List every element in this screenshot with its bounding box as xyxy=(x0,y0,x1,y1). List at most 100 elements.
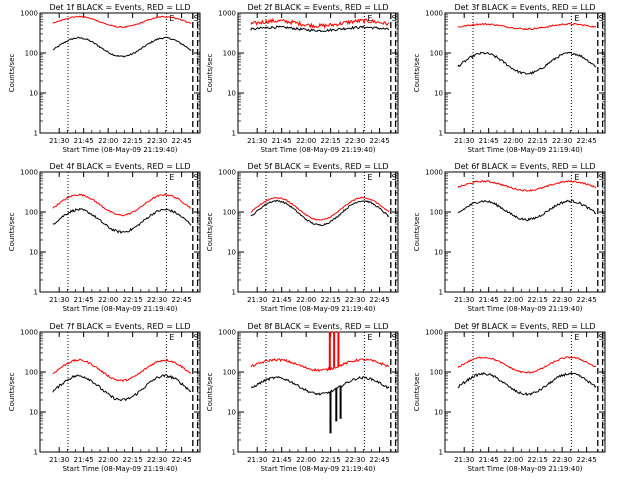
x-tick-label: 21:30 xyxy=(247,296,267,304)
y-tick-label: 10 xyxy=(227,409,236,417)
x-tick-label: 22:00 xyxy=(503,296,523,304)
x-axis-label: Start Time (08-May-09 21:19:40) xyxy=(260,305,375,313)
x-tick-label: 22:45 xyxy=(577,456,597,464)
x-tick-label: 22:15 xyxy=(528,137,548,145)
x-tick-label: 22:30 xyxy=(345,456,365,464)
y-tick-label: 100 xyxy=(25,369,38,377)
panel-title: Det 1f BLACK = Events, RED = LLD xyxy=(49,3,190,12)
series-events xyxy=(52,374,192,402)
x-tick-label: 22:30 xyxy=(147,296,167,304)
x-tick-label: 21:30 xyxy=(454,456,474,464)
flag-s: S xyxy=(194,173,199,182)
y-tick-label: 10 xyxy=(29,90,38,98)
plot-frame xyxy=(39,12,201,134)
x-axis-label: Start Time (08-May-09 21:19:40) xyxy=(260,465,375,473)
x-tick-label: 22:00 xyxy=(296,137,316,145)
x-tick-label: 21:45 xyxy=(479,137,499,145)
y-axis-label: Counts/sec xyxy=(413,54,421,93)
panel-title: Det 8f BLACK = Events, RED = LLD xyxy=(247,322,388,331)
flag-e: E xyxy=(169,14,174,23)
x-axis-label: Start Time (08-May-09 21:19:40) xyxy=(467,465,582,473)
x-tick-label: 21:30 xyxy=(247,456,267,464)
y-tick-label: 10 xyxy=(434,90,443,98)
flag-e: E xyxy=(367,14,372,23)
panel-det-2: Det 2f BLACK = Events, RED = LLD 1 10 100 10… xyxy=(206,3,399,154)
x-axis-label: Start Time (08-May-09 21:19:40) xyxy=(467,305,582,313)
x-tick-label: 22:45 xyxy=(370,456,390,464)
y-tick-label: 1000 xyxy=(20,169,38,177)
series-lld xyxy=(250,331,390,373)
x-tick-label: 22:30 xyxy=(552,296,572,304)
y-tick-label: 1000 xyxy=(218,329,236,337)
plot-frame xyxy=(39,171,201,293)
y-tick-label: 10 xyxy=(29,249,38,257)
flag-s: S xyxy=(194,333,199,342)
y-tick-label: 1 xyxy=(34,289,38,297)
x-tick-label: 22:15 xyxy=(321,296,341,304)
flag-e: E xyxy=(574,333,579,342)
y-tick-label: 1 xyxy=(439,449,443,457)
series-events xyxy=(250,375,390,434)
x-axis-label: Start Time (08-May-09 21:19:40) xyxy=(467,146,582,154)
x-tick-label: 22:30 xyxy=(147,137,167,145)
x-tick-label: 21:45 xyxy=(272,296,292,304)
flag-s: S xyxy=(599,14,604,23)
y-tick-label: 1 xyxy=(34,130,38,138)
flag-e: E xyxy=(169,173,174,182)
y-axis-label: Counts/sec xyxy=(206,373,214,412)
x-tick-label: 22:45 xyxy=(577,137,597,145)
x-tick-label: 22:15 xyxy=(528,456,548,464)
plot-frame xyxy=(237,331,399,453)
panel-title: Det 5f BLACK = Events, RED = LLD xyxy=(247,162,388,171)
plot-frame xyxy=(237,12,399,134)
y-tick-label: 10 xyxy=(29,409,38,417)
x-tick-label: 22:45 xyxy=(370,296,390,304)
x-tick-label: 21:45 xyxy=(272,456,292,464)
series-lld xyxy=(457,356,597,374)
y-axis-label: Counts/sec xyxy=(206,213,214,252)
y-tick-label: 1000 xyxy=(20,329,38,337)
y-tick-label: 100 xyxy=(430,50,443,58)
x-tick-label: 21:45 xyxy=(272,137,292,145)
panel-det-8: Det 8f BLACK = Events, RED = LLD 1 10 100 10… xyxy=(206,322,399,473)
y-axis-label: Counts/sec xyxy=(8,373,16,412)
x-tick-label: 22:00 xyxy=(503,456,523,464)
x-tick-label: 22:00 xyxy=(98,456,118,464)
x-tick-label: 21:30 xyxy=(49,456,69,464)
x-tick-label: 22:30 xyxy=(345,296,365,304)
y-tick-label: 1000 xyxy=(425,169,443,177)
flag-e: E xyxy=(574,173,579,182)
x-tick-label: 21:45 xyxy=(74,296,94,304)
flag-s: S xyxy=(392,333,397,342)
x-tick-label: 22:15 xyxy=(321,137,341,145)
panel-title: Det 3f BLACK = Events, RED = LLD xyxy=(454,3,595,12)
x-tick-label: 22:15 xyxy=(321,456,341,464)
y-tick-label: 1000 xyxy=(425,329,443,337)
x-tick-label: 21:30 xyxy=(247,137,267,145)
x-tick-label: 22:30 xyxy=(147,456,167,464)
panel-title: Det 6f BLACK = Events, RED = LLD xyxy=(454,162,595,171)
x-tick-label: 22:30 xyxy=(345,137,365,145)
x-tick-label: 21:45 xyxy=(479,296,499,304)
y-tick-label: 100 xyxy=(25,50,38,58)
x-tick-label: 22:15 xyxy=(123,456,143,464)
panel-det-5: Det 5f BLACK = Events, RED = LLD 1 10 100 10… xyxy=(206,162,399,313)
x-tick-label: 22:30 xyxy=(552,137,572,145)
x-tick-label: 22:15 xyxy=(123,137,143,145)
plot-frame xyxy=(237,171,399,293)
x-tick-label: 22:00 xyxy=(296,296,316,304)
panel-det-7: Det 7f BLACK = Events, RED = LLD 1 10 100 10… xyxy=(8,322,201,473)
x-axis-label: Start Time (08-May-09 21:19:40) xyxy=(62,465,177,473)
y-tick-label: 10 xyxy=(227,90,236,98)
x-tick-label: 21:30 xyxy=(454,296,474,304)
x-tick-label: 21:30 xyxy=(49,296,69,304)
series-events xyxy=(457,51,597,75)
series-lld xyxy=(250,196,390,221)
plot-frame xyxy=(444,12,606,134)
flag-e: E xyxy=(367,333,372,342)
y-tick-label: 1 xyxy=(232,130,236,138)
series-events xyxy=(52,207,192,234)
y-tick-label: 1 xyxy=(439,130,443,138)
y-axis-label: Counts/sec xyxy=(8,213,16,252)
